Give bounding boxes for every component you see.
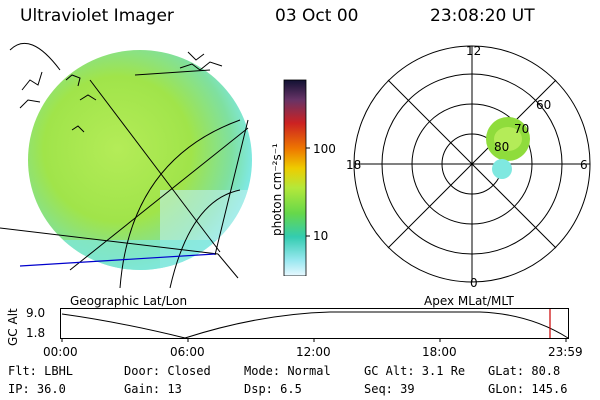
status-dsp: Dsp: 6.5 — [244, 382, 302, 396]
mlt-label-18: 18 — [346, 158, 362, 172]
status-seq: Seq: 39 — [364, 382, 415, 396]
date-label: 03 Oct 00 — [275, 6, 359, 26]
status-gain: Gain: 13 — [124, 382, 182, 396]
status-glon: GLon: 145.6 — [488, 382, 568, 396]
auroral-oval-polar — [486, 117, 530, 179]
status-glat: GLat: 80.8 — [488, 364, 561, 378]
polar-mlt-plot — [353, 45, 591, 283]
colorbar — [283, 79, 310, 276]
lat-label-70: 70 — [514, 122, 530, 136]
time-tick-2359: 23:59 — [548, 345, 583, 359]
time-tick-0000: 00:00 — [43, 345, 78, 359]
coastlines — [19, 51, 223, 133]
mlt-label-6: 6 — [580, 158, 588, 172]
altitude-strip-plot — [60, 308, 569, 342]
status-door: Door: Closed — [124, 364, 211, 378]
geographic-label: Geographic Lat/Lon — [70, 294, 188, 308]
alt-tick-1-8: 1.8 — [26, 326, 46, 340]
colorbar-tick-10: 10 — [313, 229, 329, 243]
status-mode: Mode: Normal — [244, 364, 331, 378]
status-gc-alt: GC Alt: 3.1 Re — [364, 364, 466, 378]
altitude-axis-label: GC Alt — [6, 308, 20, 346]
mlt-label-0: 0 — [470, 276, 478, 290]
time-tick-1200: 12:00 — [296, 345, 331, 359]
colorbar-unit-label: photon cm⁻²s⁻¹ — [270, 143, 284, 236]
time-tick-0600: 06:00 — [170, 345, 205, 359]
instrument-title: Ultraviolet Imager — [20, 6, 174, 26]
mlt-label-12: 12 — [466, 44, 482, 58]
uv-image-geographic — [0, 42, 252, 289]
satellite-track-line — [19, 253, 216, 267]
lat-label-80: 80 — [494, 140, 510, 154]
time-label: 23:08:20 UT — [430, 6, 535, 26]
colorbar-tick-100: 100 — [313, 142, 336, 156]
time-tick-1800: 18:00 — [422, 345, 457, 359]
status-filter: Flt: LBHL — [8, 364, 74, 378]
status-ip: IP: 36.0 — [8, 382, 66, 396]
alt-tick-9: 9.0 — [26, 306, 46, 320]
apex-label: Apex MLat/MLT — [424, 294, 514, 308]
geo-grid — [0, 42, 249, 289]
lat-label-60: 60 — [536, 98, 552, 112]
